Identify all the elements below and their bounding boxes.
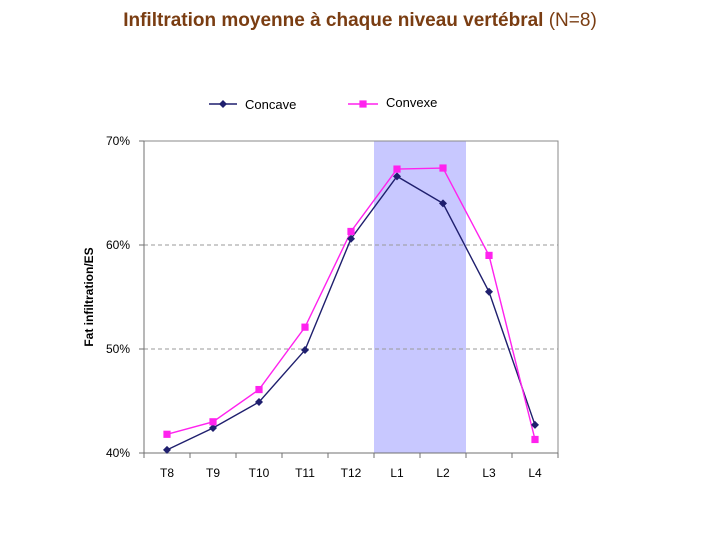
legend-label: Concave <box>245 97 296 112</box>
data-point-convexe <box>485 251 493 259</box>
data-point-concave <box>163 445 171 454</box>
x-tick-label: T10 <box>249 466 270 480</box>
data-point-convexe <box>393 165 401 173</box>
legend-label: Convexe <box>386 95 437 110</box>
data-point-convexe <box>301 323 309 331</box>
x-tick-label: T11 <box>295 466 315 480</box>
data-point-convexe <box>439 164 447 172</box>
chart-title: Infiltration moyenne à chaque niveau ver… <box>0 10 720 32</box>
plot-area <box>144 141 558 453</box>
chart-title-suffix: (N=8) <box>548 10 597 31</box>
x-tick-label: L4 <box>528 466 542 480</box>
legend-marker <box>219 100 227 108</box>
data-point-concave <box>255 398 263 407</box>
y-tick-label: 60% <box>106 238 130 252</box>
x-tick-label: T9 <box>206 466 220 480</box>
data-point-convexe <box>209 418 217 426</box>
data-point-convexe <box>163 430 171 438</box>
data-point-concave <box>439 199 447 208</box>
data-point-concave <box>209 424 217 433</box>
y-axis-label: Fat infiltration/ES <box>82 247 96 346</box>
x-tick-label: L1 <box>390 466 404 480</box>
legend-marker <box>359 100 367 108</box>
chart-title-main: Infiltration moyenne à chaque niveau ver… <box>123 10 544 31</box>
x-tick-label: L2 <box>436 466 450 480</box>
data-point-convexe <box>347 227 355 236</box>
data-point-concave <box>347 234 355 243</box>
y-tick-label: 50% <box>106 342 130 356</box>
y-tick-label: 40% <box>106 446 130 460</box>
highlight-band <box>374 141 466 453</box>
x-tick-label: T12 <box>341 466 362 480</box>
x-tick-label: T8 <box>160 466 174 480</box>
data-point-concave <box>393 172 401 181</box>
y-tick-label: 70% <box>106 134 130 148</box>
data-point-concave <box>301 346 309 355</box>
data-point-concave <box>485 287 493 296</box>
data-point-convexe <box>531 435 539 444</box>
data-point-concave <box>531 420 539 429</box>
data-point-convexe <box>255 385 263 394</box>
x-tick-label: L3 <box>482 466 496 480</box>
